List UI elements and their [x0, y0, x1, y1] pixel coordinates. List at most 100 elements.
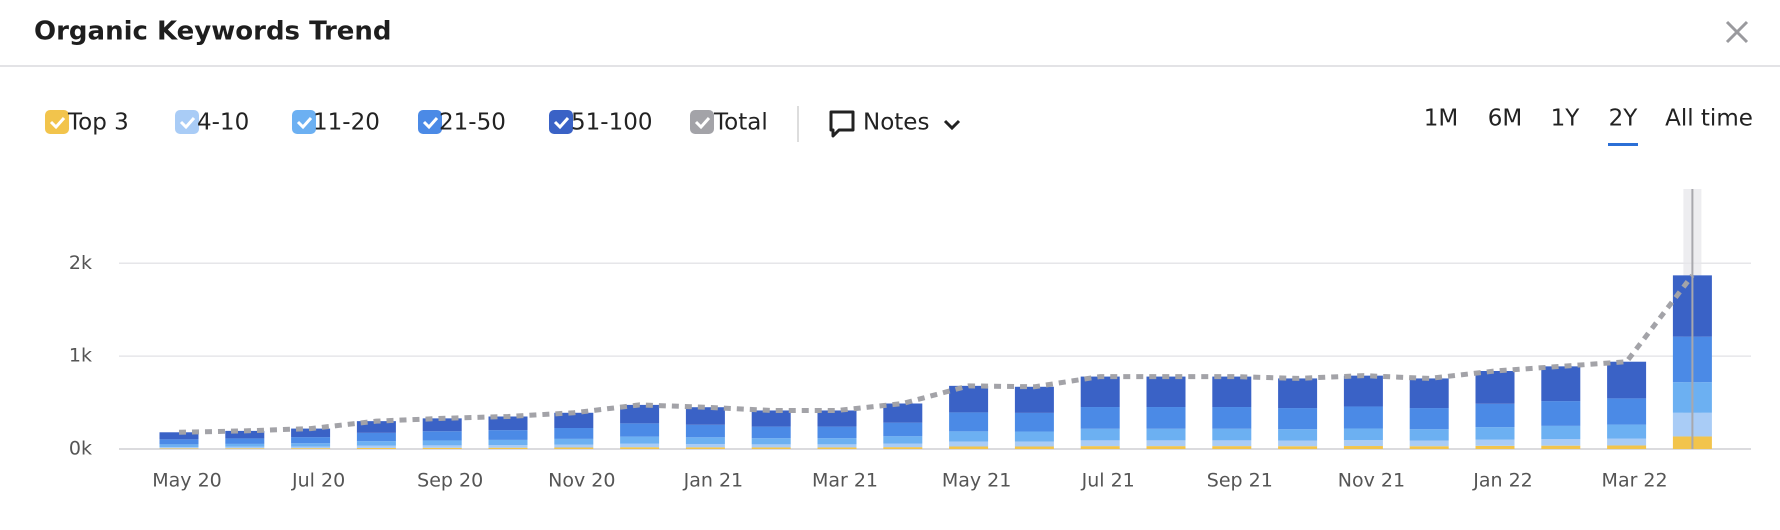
x-tick-label: May 21	[942, 470, 1012, 492]
x-tick-label: Jan 22	[1472, 470, 1533, 492]
range-button[interactable]: All time	[1665, 106, 1753, 132]
notes-icon	[829, 110, 855, 138]
range-button[interactable]: 1M	[1424, 106, 1458, 132]
bar-segment	[1541, 366, 1581, 402]
bar-segment	[1475, 403, 1515, 428]
bar-segment	[1278, 440, 1318, 447]
x-tick-label: May 20	[152, 470, 222, 492]
x-tick-label: Sep 20	[417, 470, 483, 492]
range-button[interactable]: 2Y	[1609, 106, 1639, 132]
bar-segment	[1080, 440, 1120, 447]
legend-label[interactable]: Top 3	[67, 110, 129, 136]
legend-label[interactable]: 51-100	[571, 110, 652, 136]
bar-segment	[1080, 446, 1120, 449]
bar-segment	[488, 447, 528, 449]
legend-label[interactable]: 4-10	[197, 110, 249, 136]
legend-check	[422, 117, 439, 130]
bar-segment	[685, 447, 725, 449]
bar-segment	[949, 385, 989, 413]
bar-segment	[1014, 431, 1054, 442]
bar-segment	[685, 437, 725, 444]
bar-segment	[1541, 401, 1581, 426]
legend-check	[179, 117, 196, 130]
bar-segment	[159, 447, 199, 449]
bar-segment	[225, 438, 265, 444]
bar-segment	[1014, 446, 1054, 449]
legend-checkbox[interactable]	[690, 110, 714, 134]
bar-segment	[949, 441, 989, 447]
y-tick-label: 1k	[69, 345, 92, 367]
bar-segment	[1475, 371, 1515, 404]
bar-segment	[1146, 428, 1186, 441]
bar-segment	[1146, 407, 1186, 429]
legend-check	[296, 117, 313, 130]
bar-segment	[159, 439, 199, 445]
bar-segment	[883, 403, 923, 423]
bar-segment	[620, 404, 660, 424]
bar-segment	[817, 410, 857, 427]
x-tick-label: Nov 20	[548, 470, 615, 492]
legend-label[interactable]: 21-50	[439, 110, 506, 136]
x-tick-label: Jul 21	[1081, 470, 1135, 492]
bar-segment	[1146, 446, 1186, 449]
bar-segment	[751, 410, 791, 427]
bar-segment	[159, 432, 199, 440]
x-tick-label: Sep 21	[1207, 470, 1273, 492]
legend-checkbox[interactable]	[292, 110, 316, 134]
bar-segment	[1343, 406, 1383, 429]
bar-segment	[751, 444, 791, 448]
bar-segment	[1212, 407, 1252, 429]
bar-segment	[554, 428, 594, 439]
bar-segment	[1409, 408, 1449, 430]
legend-check	[694, 117, 711, 130]
bar-segment	[1080, 407, 1120, 429]
x-tick-label: Jan 21	[683, 470, 744, 492]
bar-segment	[1212, 376, 1252, 408]
bar-segment	[356, 421, 396, 433]
bar-segment	[356, 441, 396, 446]
bar-segment	[685, 407, 725, 425]
bar-segment	[817, 444, 857, 448]
bar-segment	[159, 448, 199, 449]
bar-segment	[554, 447, 594, 449]
bar-segment	[949, 412, 989, 432]
bar-segment	[291, 446, 331, 449]
bar-segment	[554, 438, 594, 445]
bar-segment	[488, 439, 528, 446]
bar-segment	[883, 443, 923, 448]
legend-checkbox[interactable]	[418, 110, 442, 134]
bar-segment	[1607, 438, 1647, 446]
bar-segment	[883, 436, 923, 444]
legend-checkbox[interactable]	[45, 110, 69, 134]
range-button[interactable]: 6M	[1488, 106, 1522, 132]
notes-label: Notes	[863, 110, 929, 136]
close-button[interactable]	[1725, 20, 1749, 44]
legend-check	[49, 117, 66, 130]
bar-segment	[1607, 361, 1647, 399]
range-underline	[1608, 143, 1638, 146]
bar-segment	[1475, 427, 1515, 440]
bar-segment	[1541, 445, 1581, 449]
bar-segment	[356, 445, 396, 448]
range-button[interactable]: 1Y	[1551, 106, 1581, 132]
bar-segment	[620, 447, 660, 449]
bar-segment	[422, 445, 462, 448]
bar-segment	[1607, 398, 1647, 425]
bar-segment	[1080, 428, 1120, 441]
legend-label[interactable]: Total	[713, 110, 768, 136]
legend-checkbox[interactable]	[175, 110, 199, 134]
notes-chevron	[943, 119, 961, 131]
bar-segment	[1278, 446, 1318, 449]
bar-segment	[1080, 376, 1120, 408]
bar-segment	[1475, 439, 1515, 446]
bar-segment	[422, 418, 462, 432]
bar-segment	[1212, 440, 1252, 447]
notes-button[interactable]: Notes	[829, 110, 961, 138]
bar-segment	[356, 447, 396, 449]
bar-segment	[620, 423, 660, 437]
bar-segment	[1343, 375, 1383, 407]
bar-segment	[685, 443, 725, 448]
legend-label[interactable]: 11-20	[313, 110, 380, 136]
legend-checkbox[interactable]	[549, 110, 573, 134]
bar-segment	[291, 437, 331, 444]
